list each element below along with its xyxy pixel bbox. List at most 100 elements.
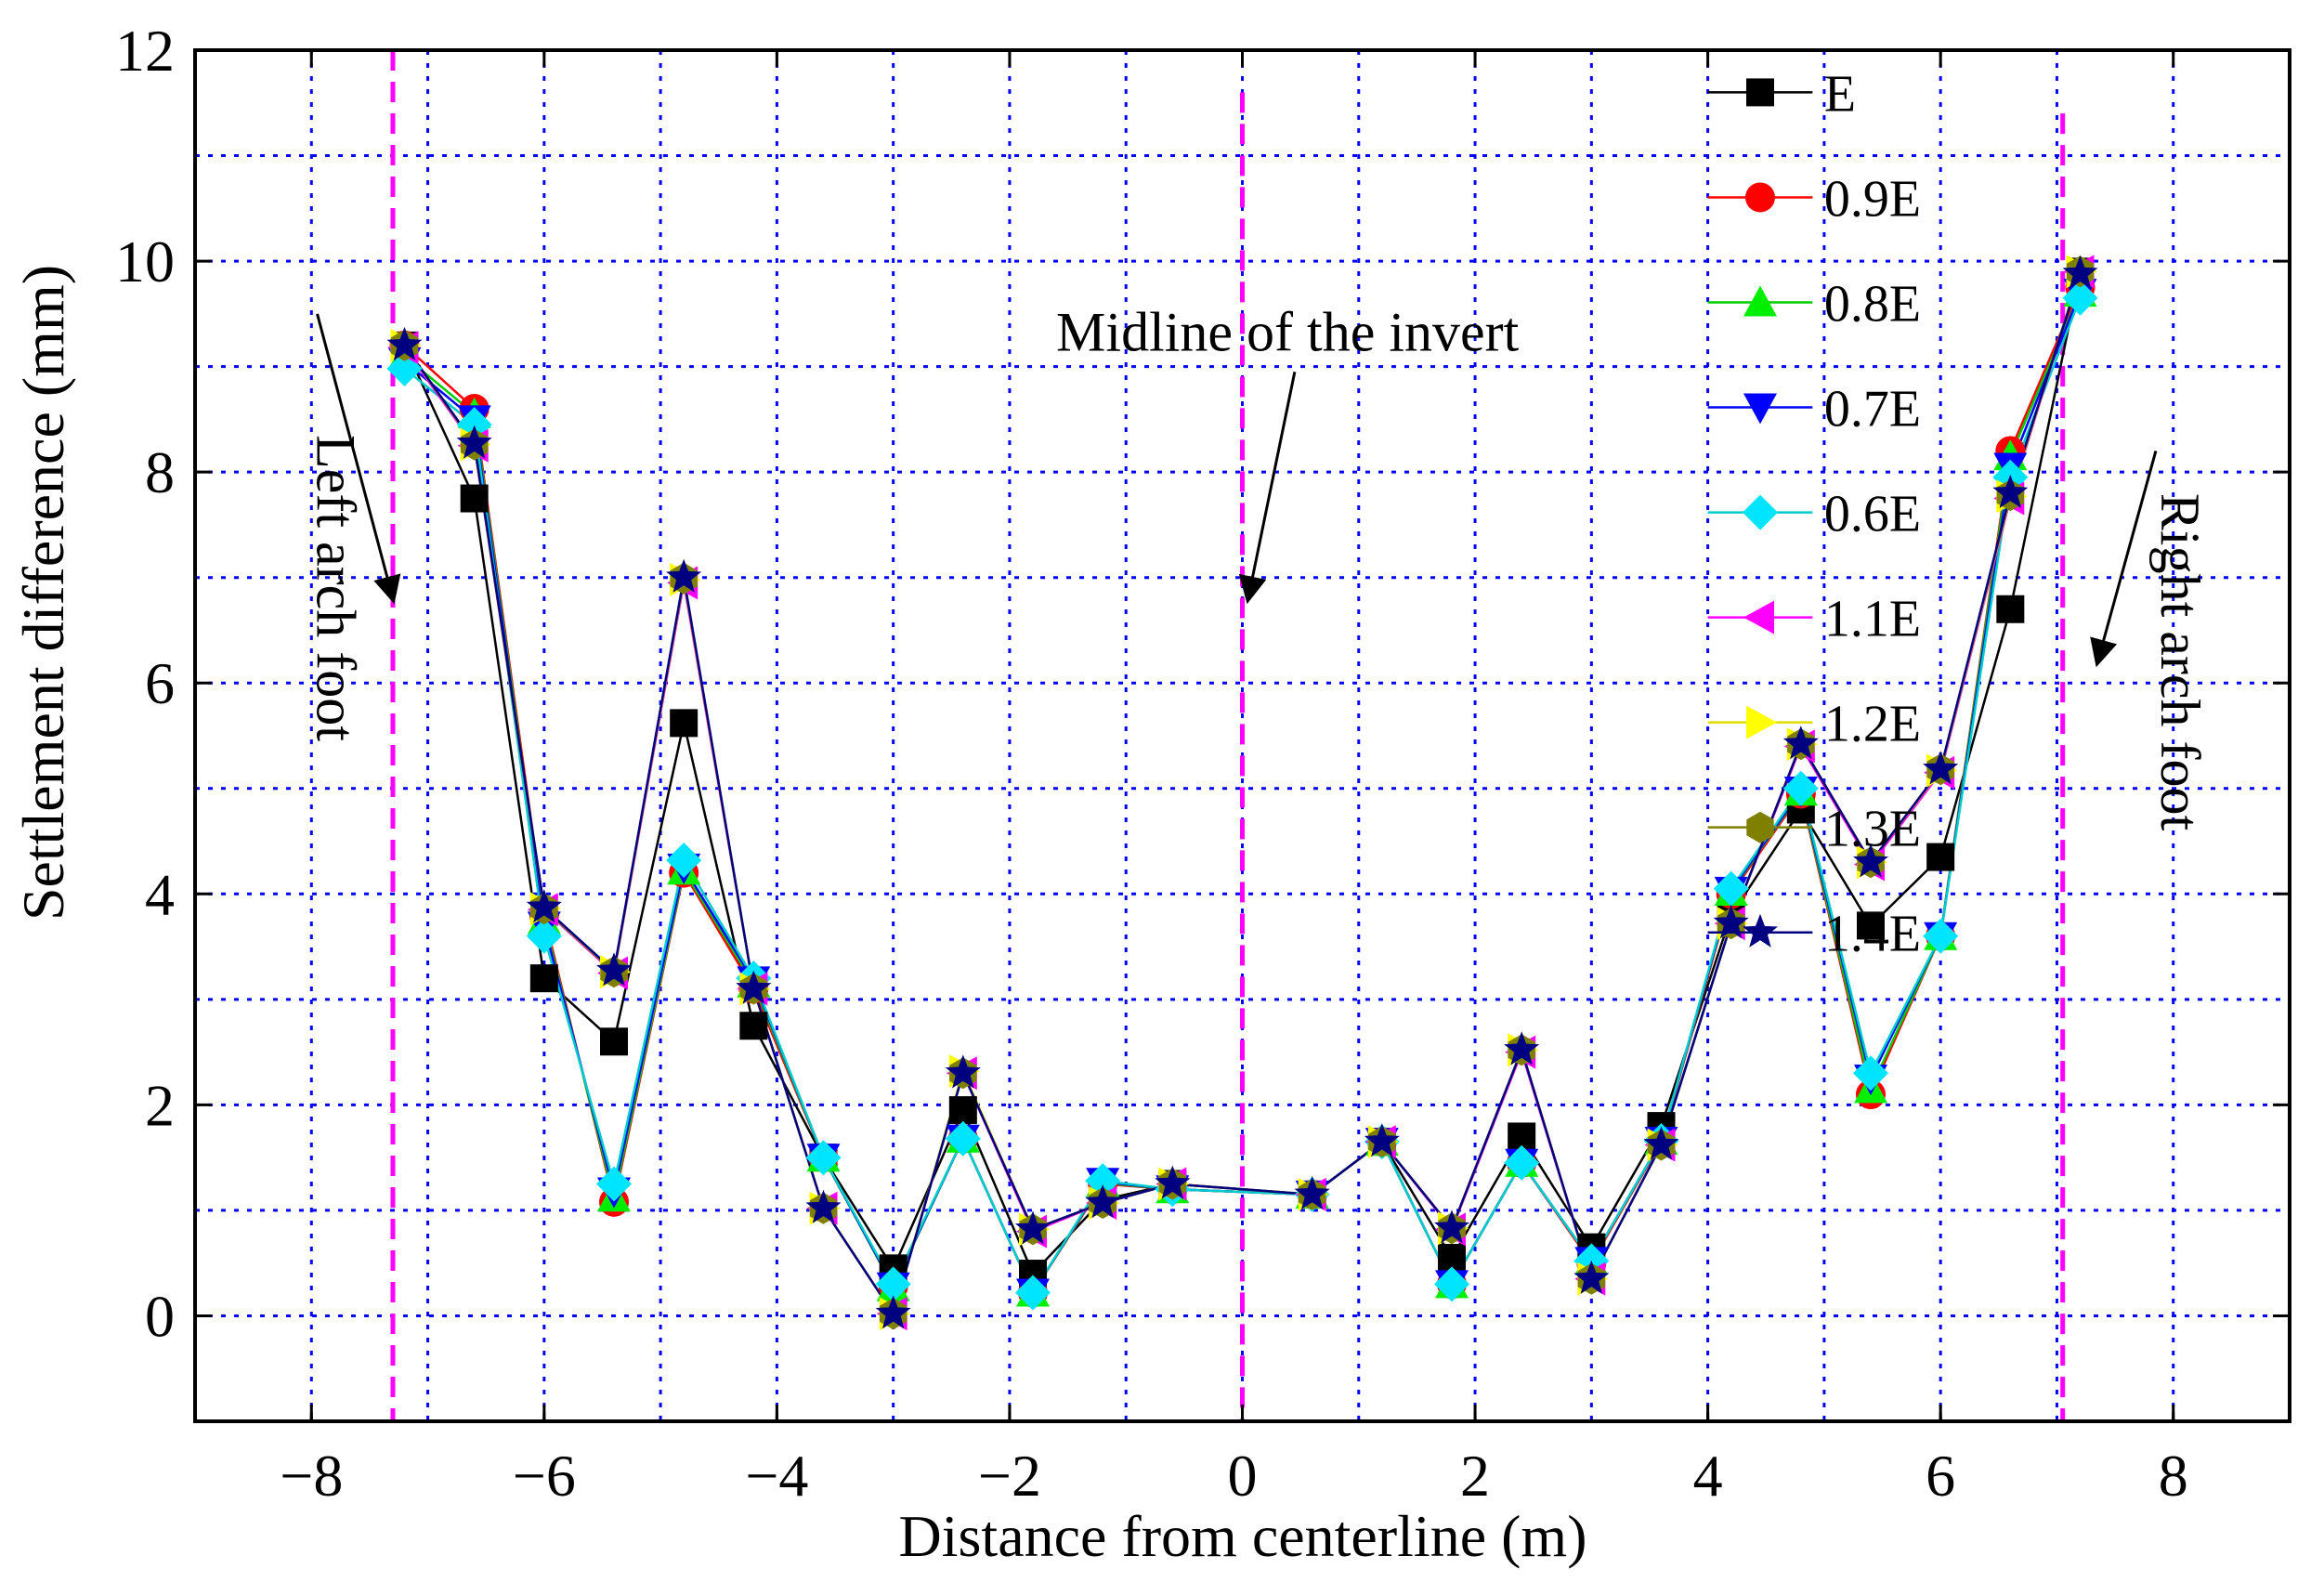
legend-label: 1.4E	[1824, 906, 1921, 963]
legend-entry-0.8E: 0.8E	[1707, 275, 1921, 333]
x-tick-label: 8	[2159, 1443, 2188, 1509]
data-point-1.4E	[666, 558, 702, 593]
data-point-1.4E	[875, 1295, 911, 1329]
data-point-1.4E	[1155, 1165, 1191, 1199]
data-point-0.6E	[666, 843, 702, 878]
data-point-E	[600, 1027, 628, 1056]
y-axis-label: Settlement difference (mm)	[10, 265, 76, 921]
data-point-0.6E	[1434, 1266, 1469, 1302]
legend-marker	[1743, 285, 1777, 317]
annotation-left-arch-foot: Left arch foot	[306, 435, 367, 741]
series-line-1.4E	[403, 273, 2082, 1317]
annotation-midline: Midline of the invert	[1056, 302, 1520, 363]
data-point-E	[670, 709, 699, 738]
data-point-0.6E	[945, 1120, 981, 1157]
axes: −8 −6 −4 −2 0 2 4 6 8 0 2 4 6 8 10 12	[115, 18, 2290, 1509]
data-point-0.6E	[2062, 280, 2098, 316]
data-point-0.6E	[1782, 770, 1819, 806]
legend-entry-1.4E: 1.4E	[1707, 906, 1921, 963]
y-tick-label: 6	[145, 650, 175, 716]
data-point-1.4E	[1713, 905, 1749, 939]
data-point-1.4E	[1294, 1175, 1330, 1210]
y-tick-label: 0	[145, 1283, 175, 1349]
data-point-E	[948, 1096, 977, 1125]
x-tick-label: 6	[1926, 1443, 1955, 1509]
data-point-1.4E	[1923, 751, 1959, 785]
legend-label: 1.2E	[1824, 696, 1921, 753]
data-point-0.6E	[1015, 1275, 1051, 1311]
data-point-1.4E	[805, 1189, 842, 1223]
y-tick-label: 2	[145, 1072, 175, 1138]
data-point-1.4E	[1573, 1260, 1610, 1294]
legend-marker	[1743, 600, 1774, 634]
x-axis-label: Distance from centerline (m)	[899, 1503, 1587, 1569]
legend-marker	[1746, 705, 1777, 739]
legend-marker	[1744, 182, 1775, 213]
data-point-1.4E	[1015, 1210, 1051, 1245]
data-point-0.6E	[526, 918, 562, 954]
data-point-0.6E	[1504, 1144, 1540, 1181]
legend-label: 1.1E	[1824, 591, 1921, 648]
legend-marker	[1745, 78, 1774, 107]
y-tick-label: 4	[145, 861, 175, 927]
data-point-1.4E	[2062, 255, 2098, 289]
x-tick-label: −6	[513, 1443, 576, 1509]
y-tick-label: 10	[115, 229, 175, 294]
x-tick-label: 0	[1228, 1443, 1258, 1509]
data-point-1.4E	[526, 889, 562, 923]
legend-entry-1.1E: 1.1E	[1707, 591, 1921, 648]
data-point-1.4E	[945, 1054, 981, 1089]
legend-entry-1.2E: 1.2E	[1707, 696, 1921, 753]
data-point-E	[1857, 911, 1885, 940]
legend-entry-0.7E: 0.7E	[1707, 381, 1921, 438]
legend-marker	[1743, 913, 1778, 948]
legend-marker	[1743, 494, 1778, 530]
legend-entry-0.9E: 0.9E	[1707, 170, 1921, 228]
legend-marker	[1743, 393, 1777, 425]
series-0.6E	[403, 297, 2082, 1296]
data-point-0.6E	[805, 1140, 842, 1176]
series-line-0.6E	[403, 297, 2082, 1296]
y-tick-label: 8	[145, 439, 175, 505]
data-point-1.4E	[1782, 726, 1819, 760]
legend-entry-0.6E: 0.6E	[1707, 486, 1921, 543]
y-tick-label: 12	[115, 18, 175, 84]
x-tick-label: −8	[280, 1443, 343, 1509]
data-point-1.4E	[1643, 1126, 1679, 1160]
annotation-arrow-midline	[1238, 371, 1297, 605]
data-point-0.6E	[1853, 1055, 1888, 1092]
legend-label: 0.9E	[1824, 170, 1921, 228]
data-point-E	[460, 484, 489, 513]
data-point-0.6E	[1713, 870, 1749, 907]
data-point-1.4E	[1504, 1031, 1540, 1066]
x-tick-label: −4	[745, 1443, 808, 1509]
legend-entry-E: E	[1707, 65, 1856, 123]
x-tick-label: −2	[978, 1443, 1041, 1509]
data-point-1.4E	[1085, 1184, 1121, 1219]
legend: E 0.9E 0.8E 0.7E 0.6E 1.1E 1.2E 1.3E 1.4E	[1707, 65, 1921, 963]
data-point-0.6E	[1923, 918, 1959, 954]
legend-label: 1.3E	[1824, 801, 1921, 858]
series-group	[386, 255, 2098, 1331]
data-point-E	[739, 1012, 768, 1040]
data-point-1.4E	[736, 970, 772, 1004]
reference-lines	[390, 50, 2066, 1421]
annotation-arrow-left-arch-foot	[316, 313, 401, 605]
legend-label: 0.7E	[1824, 381, 1921, 438]
data-point-1.4E	[1853, 843, 1888, 878]
legend-marker	[1746, 811, 1774, 843]
data-point-0.6E	[875, 1266, 911, 1302]
annotation-right-arch-foot: Right arch foot	[2149, 493, 2211, 831]
data-point-E	[529, 964, 558, 993]
data-point-E	[1926, 843, 1955, 871]
data-point-1.4E	[1364, 1123, 1400, 1157]
data-point-1.4E	[1434, 1209, 1469, 1244]
series-1.4E	[403, 273, 2082, 1317]
data-point-1.4E	[596, 952, 632, 987]
x-tick-label: 4	[1693, 1443, 1723, 1509]
data-point-1.4E	[386, 326, 423, 361]
data-point-0.6E	[596, 1166, 632, 1202]
grid	[195, 50, 2290, 1421]
